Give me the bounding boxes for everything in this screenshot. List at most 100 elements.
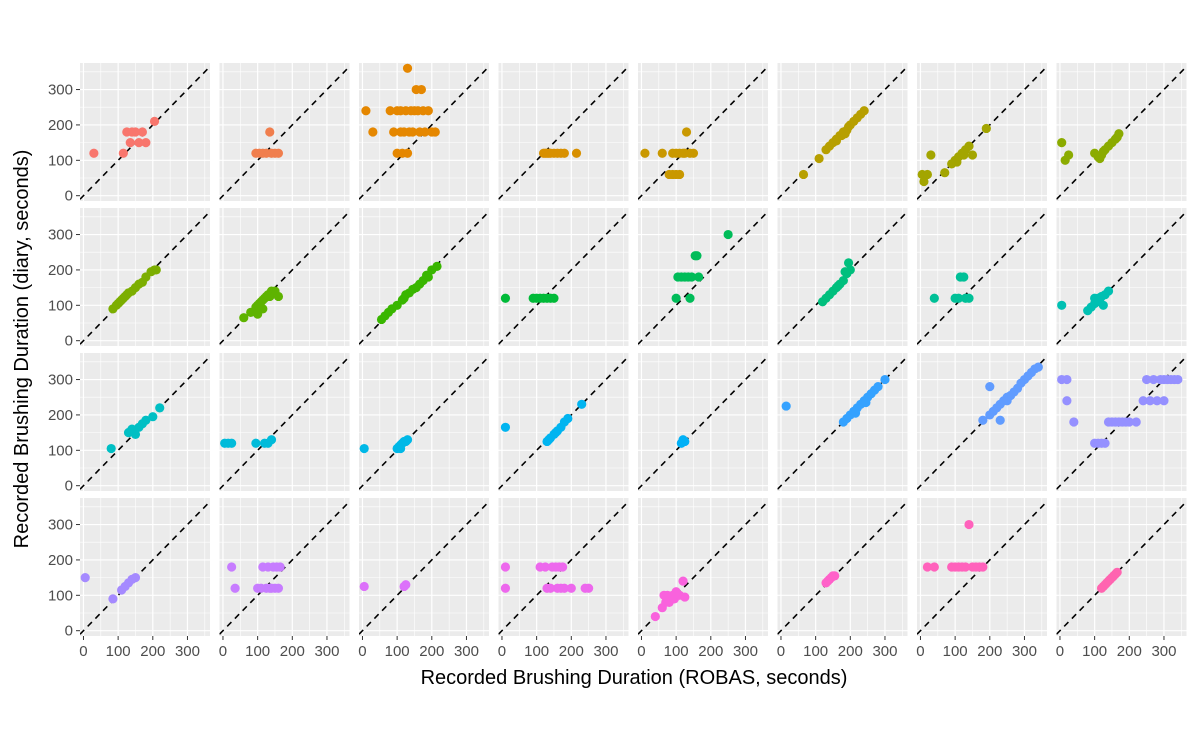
data-point (251, 438, 261, 448)
data-point (137, 127, 147, 137)
facet-panel (1056, 63, 1187, 201)
facet-panel (917, 208, 1047, 346)
x-tick-label: 0 (79, 643, 87, 660)
x-tick-label: 100 (803, 643, 828, 660)
x-tick-label: 200 (698, 643, 723, 660)
data-point (385, 106, 395, 116)
facet-panel (498, 208, 629, 346)
data-point (929, 562, 939, 572)
data-point (149, 116, 160, 126)
identity-line (219, 210, 350, 345)
data-point (978, 562, 988, 572)
identity-line (498, 65, 629, 200)
data-point (675, 169, 685, 180)
data-point (118, 148, 128, 158)
data-point (1057, 138, 1067, 148)
identity-line (1056, 210, 1187, 345)
facet-panel (777, 498, 908, 636)
data-point (1131, 417, 1141, 427)
data-point (922, 169, 933, 180)
x-tick-label: 0 (1056, 643, 1064, 660)
facet-panel (80, 353, 210, 491)
data-point (265, 291, 275, 302)
data-point (500, 422, 511, 432)
data-point (678, 576, 688, 586)
data-point (275, 562, 285, 572)
identity-line (219, 355, 350, 490)
data-point (500, 583, 511, 593)
data-point (671, 293, 681, 303)
data-point (540, 562, 550, 572)
data-point (964, 293, 974, 303)
data-point (125, 138, 135, 148)
facet-panel (777, 63, 908, 201)
data-point (1173, 374, 1183, 385)
data-point (873, 382, 883, 392)
x-tick-label: 200 (280, 643, 305, 660)
x-tick-label: 100 (664, 643, 689, 660)
data-point (558, 562, 568, 572)
y-tick-label: 100 (48, 152, 73, 169)
data-point (148, 412, 158, 422)
y-tick-label: 200 (48, 262, 73, 279)
axes: 0 100 200 300 0 100 200 300 0 100 200 300 0 100 200 300… (48, 82, 1177, 660)
y-tick-label: 0 (65, 478, 73, 495)
y-tick-label: 100 (48, 297, 73, 314)
x-tick-label: 0 (498, 643, 506, 660)
x-tick-label: 300 (1012, 643, 1037, 660)
data-point (926, 150, 936, 160)
data-point (1062, 374, 1072, 385)
data-point (1033, 362, 1043, 372)
data-point (551, 428, 561, 438)
data-point (106, 443, 116, 454)
x-tick-label: 0 (637, 643, 645, 660)
facet-panels (80, 63, 1187, 636)
data-point (964, 519, 974, 530)
data-point (922, 562, 933, 572)
data-point (359, 581, 369, 592)
data-point (687, 272, 697, 282)
data-point (1103, 286, 1114, 296)
data-point (151, 265, 161, 275)
facet-panel (777, 208, 908, 346)
facet-panel (917, 63, 1047, 201)
data-point (1062, 396, 1072, 406)
data-point (430, 127, 440, 137)
x-tick-label: 200 (838, 643, 863, 660)
data-point (141, 138, 151, 148)
identity-line (638, 500, 768, 635)
data-point (657, 148, 667, 158)
x-tick-label: 300 (454, 643, 479, 660)
x-tick-label: 100 (106, 643, 131, 660)
data-point (1138, 396, 1148, 406)
data-point (694, 272, 704, 282)
y-tick-label: 0 (65, 623, 73, 640)
data-point (266, 435, 277, 445)
data-point (273, 583, 284, 593)
y-tick-label: 200 (48, 552, 73, 569)
data-point (833, 281, 843, 291)
data-point (396, 443, 406, 454)
data-point (680, 592, 690, 602)
data-point (1057, 300, 1067, 310)
data-point (929, 293, 939, 303)
x-tick-label: 0 (219, 643, 227, 660)
data-point (678, 435, 688, 445)
data-point (500, 562, 511, 572)
facet-panel (917, 498, 1047, 636)
data-point (129, 426, 139, 436)
data-point (1069, 417, 1079, 427)
data-point (134, 138, 144, 148)
identity-line (917, 210, 1047, 345)
identity-line (777, 500, 908, 635)
y-tick-label: 0 (65, 188, 73, 205)
x-tick-label: 300 (733, 643, 758, 660)
data-point (843, 258, 854, 268)
data-point (954, 293, 964, 303)
facet-panel (359, 208, 489, 346)
y-axis-label: Recorded Brushing Duration (diary, secon… (11, 150, 33, 549)
data-point (500, 293, 511, 303)
x-tick-label: 300 (1151, 643, 1176, 660)
